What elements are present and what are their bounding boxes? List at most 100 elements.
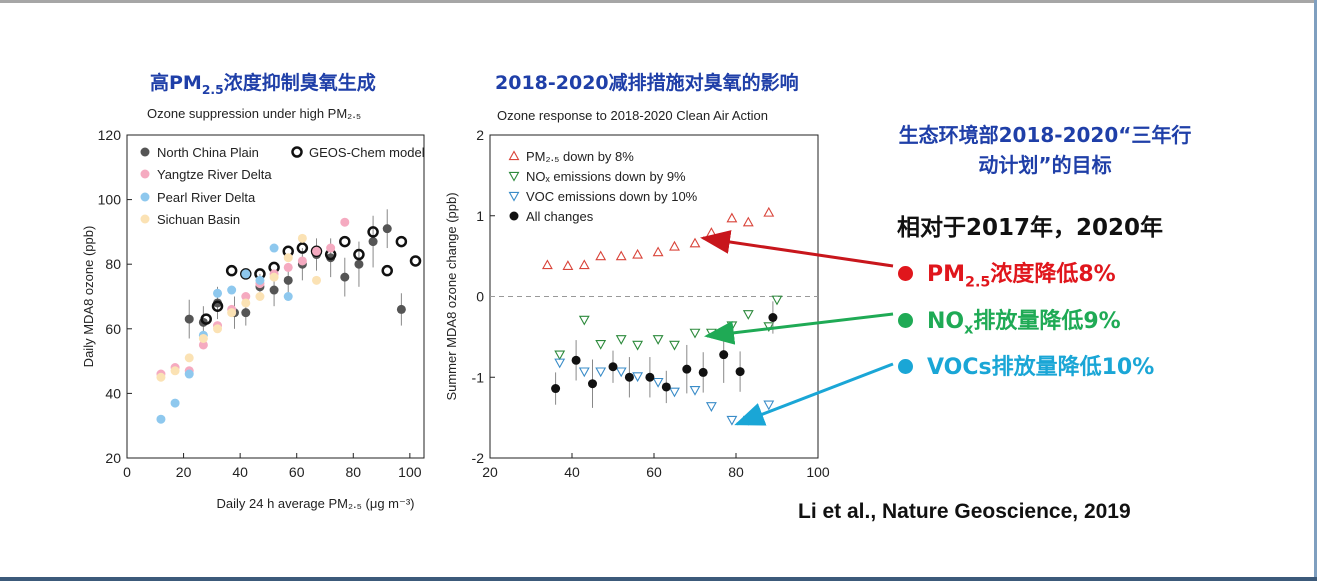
legend-marker xyxy=(291,146,303,158)
data-point xyxy=(198,340,208,350)
legend-marker xyxy=(509,211,519,221)
data-point xyxy=(608,362,618,372)
x-tick-label: 40 xyxy=(564,464,580,480)
data-point xyxy=(763,206,775,217)
data-point xyxy=(726,321,738,332)
data-point xyxy=(632,248,644,259)
data-point xyxy=(241,292,251,301)
data-point xyxy=(571,355,581,365)
y-tick-label: 120 xyxy=(98,127,122,143)
x-tick-label: 80 xyxy=(345,464,361,480)
x-tick-label: 80 xyxy=(728,464,744,480)
x-axis-label: Daily 24 h average PM₂.₅ (μg m⁻³) xyxy=(216,496,414,511)
y-tick-label: -2 xyxy=(472,450,485,466)
y-tick-label: 0 xyxy=(476,289,484,305)
x-tick-label: 0 xyxy=(123,464,131,480)
series-voc-emissions-down-by-10 xyxy=(554,358,775,426)
green-dot-icon xyxy=(898,312,913,328)
data-point xyxy=(595,367,607,378)
data-point xyxy=(312,275,322,285)
data-point xyxy=(742,310,754,320)
y-tick-label: 60 xyxy=(105,321,121,337)
series-yangtze-river-delta xyxy=(156,217,350,379)
data-point xyxy=(768,312,778,322)
data-point xyxy=(184,369,194,379)
data-point xyxy=(615,367,627,378)
data-point xyxy=(170,398,180,408)
x-tick-label: 60 xyxy=(289,464,305,480)
series-sichuan-basin xyxy=(156,233,322,382)
data-point xyxy=(184,353,194,363)
data-point xyxy=(661,382,671,392)
data-point xyxy=(297,256,307,266)
legend-label: VOC emissions down by 10% xyxy=(526,189,698,204)
data-point xyxy=(742,415,754,426)
legend-marker xyxy=(140,214,150,224)
x-tick-label: 60 xyxy=(646,464,662,480)
data-point xyxy=(326,243,336,253)
data-point xyxy=(312,246,322,256)
y-tick-label: 1 xyxy=(476,208,484,224)
ozone-response-chart: 20 40 60 80 100 -2 -1 0 1 2 Summer MDA8 ozone chan… xyxy=(444,127,830,480)
data-point xyxy=(689,237,701,248)
data-point xyxy=(354,259,364,269)
legend-marker xyxy=(140,169,150,179)
y-axis-label: Summer MDA8 ozone change (ppb) xyxy=(444,192,459,400)
data-point xyxy=(541,259,553,270)
x-tick-label: 20 xyxy=(482,464,498,480)
legend-marker xyxy=(508,171,520,182)
data-point xyxy=(719,350,729,360)
data-point xyxy=(689,328,701,339)
data-point xyxy=(578,315,590,326)
data-point xyxy=(742,216,754,227)
data-point xyxy=(763,322,775,333)
x-tick-label: 100 xyxy=(806,464,830,480)
legend-label: GEOS-Chem model xyxy=(309,145,425,160)
data-point xyxy=(554,358,566,369)
data-point xyxy=(615,250,627,261)
y-tick-label: 80 xyxy=(105,256,121,272)
data-point xyxy=(283,275,293,285)
right-chinese-title: 2018-2020减排措施对臭氧的影响 xyxy=(495,72,799,94)
data-point xyxy=(225,264,238,277)
data-point xyxy=(297,233,307,243)
data-point xyxy=(184,314,194,324)
data-point xyxy=(227,308,237,318)
data-point xyxy=(213,324,223,334)
target-pm25: PM2.5浓度降低8% xyxy=(898,256,1116,290)
x-tick-label: 40 xyxy=(232,464,248,480)
legend-label: Yangtze River Delta xyxy=(157,167,272,182)
data-point xyxy=(689,386,701,396)
y-tick-label: 20 xyxy=(105,450,121,466)
data-point xyxy=(705,227,717,237)
data-point xyxy=(381,264,393,277)
left-chinese-title: 高PM2.5浓度抑制臭氧生成 xyxy=(150,72,376,97)
data-point xyxy=(170,366,180,376)
data-point xyxy=(395,235,408,248)
data-point xyxy=(200,313,212,325)
data-point xyxy=(296,242,309,254)
data-point xyxy=(578,367,590,378)
data-point xyxy=(269,243,279,253)
legend-label: Sichuan Basin xyxy=(157,212,240,227)
data-point xyxy=(241,308,251,318)
data-point xyxy=(632,372,644,383)
data-point xyxy=(669,340,680,351)
series-all-changes xyxy=(551,301,778,408)
side-title: 生态环境部2018-2020“三年行动计划”的目标 xyxy=(898,123,1192,177)
data-point xyxy=(283,253,293,263)
data-point xyxy=(595,250,607,261)
data-point xyxy=(353,248,365,261)
data-point xyxy=(340,217,350,227)
data-point xyxy=(396,304,406,314)
data-point xyxy=(213,288,223,298)
data-point xyxy=(588,379,597,389)
data-point xyxy=(283,262,293,272)
right-plot-title: Ozone response to 2018-2020 Clean Air Ac… xyxy=(497,108,769,123)
data-point xyxy=(632,340,644,351)
reference-citation: Li et al., Nature Geoscience, 2019 xyxy=(798,500,1131,523)
data-point xyxy=(735,367,745,377)
series-no-emissions-down-by-9 xyxy=(554,295,783,361)
data-point xyxy=(652,377,664,388)
